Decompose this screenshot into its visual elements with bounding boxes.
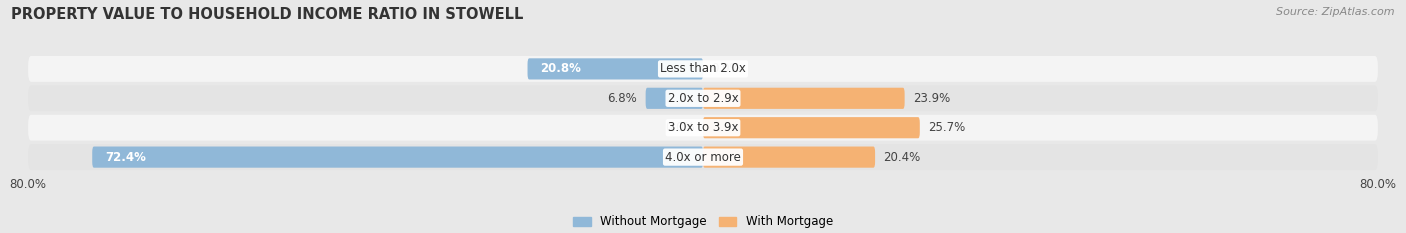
FancyBboxPatch shape — [703, 88, 904, 109]
Text: 0.0%: 0.0% — [665, 121, 695, 134]
FancyBboxPatch shape — [28, 115, 1378, 141]
FancyBboxPatch shape — [527, 58, 703, 79]
Text: 0.0%: 0.0% — [711, 62, 741, 75]
Text: 72.4%: 72.4% — [105, 151, 146, 164]
Text: 6.8%: 6.8% — [607, 92, 637, 105]
FancyBboxPatch shape — [703, 147, 875, 168]
FancyBboxPatch shape — [645, 88, 703, 109]
Text: 4.0x or more: 4.0x or more — [665, 151, 741, 164]
Text: PROPERTY VALUE TO HOUSEHOLD INCOME RATIO IN STOWELL: PROPERTY VALUE TO HOUSEHOLD INCOME RATIO… — [11, 7, 523, 22]
Text: 2.0x to 2.9x: 2.0x to 2.9x — [668, 92, 738, 105]
FancyBboxPatch shape — [28, 85, 1378, 111]
FancyBboxPatch shape — [28, 56, 1378, 82]
FancyBboxPatch shape — [703, 117, 920, 138]
Text: 25.7%: 25.7% — [928, 121, 966, 134]
FancyBboxPatch shape — [28, 144, 1378, 170]
FancyBboxPatch shape — [93, 147, 703, 168]
Text: Source: ZipAtlas.com: Source: ZipAtlas.com — [1277, 7, 1395, 17]
Text: 3.0x to 3.9x: 3.0x to 3.9x — [668, 121, 738, 134]
Text: 20.4%: 20.4% — [883, 151, 921, 164]
Text: 20.8%: 20.8% — [540, 62, 581, 75]
Legend: Without Mortgage, With Mortgage: Without Mortgage, With Mortgage — [568, 211, 838, 233]
Text: 23.9%: 23.9% — [912, 92, 950, 105]
Text: Less than 2.0x: Less than 2.0x — [659, 62, 747, 75]
